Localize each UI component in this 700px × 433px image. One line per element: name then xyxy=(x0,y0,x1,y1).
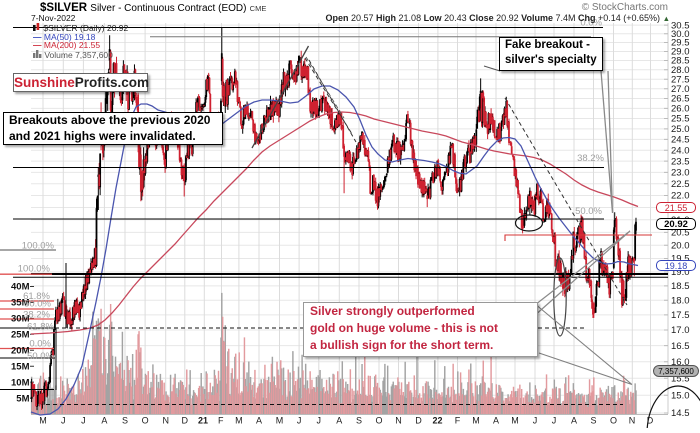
svg-text:N: N xyxy=(162,416,169,426)
svg-text:25.5: 25.5 xyxy=(671,114,690,125)
svg-text:20M: 20M xyxy=(11,345,30,356)
svg-text:J: J xyxy=(552,416,557,426)
svg-text:17.5: 17.5 xyxy=(671,310,690,321)
svg-text:30.5: 30.5 xyxy=(671,20,690,31)
svg-text:19.0: 19.0 xyxy=(671,267,690,278)
svg-text:J: J xyxy=(297,416,302,426)
svg-text:25.0: 25.0 xyxy=(671,124,690,135)
svg-text:D: D xyxy=(647,416,654,426)
svg-text:N: N xyxy=(395,416,402,426)
svg-text:16.0: 16.0 xyxy=(671,357,690,368)
svg-text:18.0: 18.0 xyxy=(671,295,690,306)
svg-text:D: D xyxy=(182,416,189,426)
svg-text:15M: 15M xyxy=(11,361,30,372)
svg-text:O: O xyxy=(375,416,382,426)
svg-text:M: M xyxy=(276,416,284,426)
svg-text:50.0%: 50.0% xyxy=(575,206,602,217)
svg-text:100.0%: 100.0% xyxy=(22,241,55,252)
svg-text:19.5: 19.5 xyxy=(671,254,690,265)
svg-text:21: 21 xyxy=(198,416,208,426)
svg-text:0.0%: 0.0% xyxy=(580,18,602,29)
svg-text:15.0: 15.0 xyxy=(671,391,690,402)
svg-text:100.0%: 100.0% xyxy=(18,264,51,275)
svg-text:30.0: 30.0 xyxy=(671,29,690,40)
svg-text:27.5: 27.5 xyxy=(671,74,690,85)
svg-text:A: A xyxy=(256,416,262,426)
svg-text:61.8%: 61.8% xyxy=(23,291,50,302)
svg-text:O: O xyxy=(610,416,617,426)
svg-text:A: A xyxy=(101,416,107,426)
svg-text:M: M xyxy=(472,416,480,426)
svg-text:14.5: 14.5 xyxy=(671,408,690,419)
svg-text:22.0: 22.0 xyxy=(671,191,690,202)
svg-text:28.5: 28.5 xyxy=(671,56,690,67)
svg-text:S: S xyxy=(356,416,362,426)
svg-text:O: O xyxy=(142,416,149,426)
svg-text:40M: 40M xyxy=(11,282,30,293)
svg-text:A: A xyxy=(571,416,577,426)
svg-text:50.0%: 50.0% xyxy=(27,351,54,362)
svg-text:F: F xyxy=(455,416,461,426)
svg-text:A: A xyxy=(336,416,342,426)
svg-text:35M: 35M xyxy=(11,298,30,309)
svg-text:10M: 10M xyxy=(11,377,30,388)
svg-text:J: J xyxy=(81,416,86,426)
svg-text:F: F xyxy=(218,416,224,426)
svg-text:29.0: 29.0 xyxy=(671,47,690,58)
svg-text:24.5: 24.5 xyxy=(671,135,690,146)
svg-text:28.0: 28.0 xyxy=(671,65,690,76)
svg-text:M: M xyxy=(511,416,519,426)
svg-text:J: J xyxy=(61,416,66,426)
svg-text:S: S xyxy=(122,416,128,426)
svg-text:38.2%: 38.2% xyxy=(577,153,604,164)
svg-text:30M: 30M xyxy=(11,314,30,325)
svg-text:5M: 5M xyxy=(16,393,29,404)
svg-text:50.0%: 50.0% xyxy=(24,299,51,310)
svg-text:25M: 25M xyxy=(11,330,30,341)
svg-text:S: S xyxy=(590,416,596,426)
svg-text:J: J xyxy=(533,416,538,426)
svg-text:29.5: 29.5 xyxy=(671,38,690,49)
svg-text:A: A xyxy=(493,416,499,426)
svg-text:J: J xyxy=(317,416,322,426)
svg-text:18.5: 18.5 xyxy=(671,281,690,292)
svg-text:22: 22 xyxy=(432,416,442,426)
svg-text:26.0: 26.0 xyxy=(671,104,690,115)
svg-text:24.0: 24.0 xyxy=(671,145,690,156)
svg-text:26.5: 26.5 xyxy=(671,94,690,105)
svg-text:M: M xyxy=(39,416,47,426)
svg-text:0.0%: 0.0% xyxy=(29,339,51,350)
svg-text:15.5: 15.5 xyxy=(671,373,690,384)
svg-text:17.0: 17.0 xyxy=(671,325,690,336)
svg-text:16.5: 16.5 xyxy=(671,341,690,352)
svg-text:N: N xyxy=(629,416,636,426)
svg-text:38.2%: 38.2% xyxy=(23,310,50,321)
svg-text:20.5: 20.5 xyxy=(671,228,690,239)
svg-text:22.5: 22.5 xyxy=(671,179,690,190)
svg-text:61.8%: 61.8% xyxy=(27,322,54,333)
svg-text:M: M xyxy=(235,416,243,426)
svg-text:D: D xyxy=(415,416,422,426)
svg-text:20.0: 20.0 xyxy=(671,240,690,251)
svg-text:23.0: 23.0 xyxy=(671,168,690,179)
svg-text:23.5: 23.5 xyxy=(671,156,690,167)
svg-text:27.0: 27.0 xyxy=(671,84,690,95)
